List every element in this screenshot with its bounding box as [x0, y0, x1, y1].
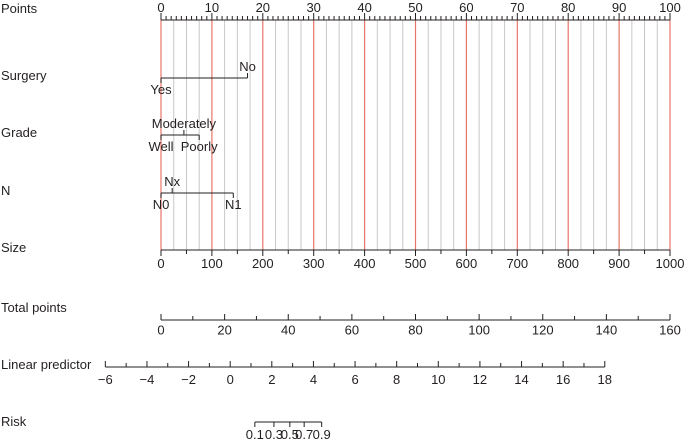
risk-tick-label: 0.9 — [313, 427, 331, 440]
linear-predictor-tick-label: 18 — [598, 372, 612, 387]
size-tick-label: 700 — [506, 256, 528, 271]
linear-predictor-tick-label: 4 — [310, 372, 317, 387]
total-points-row-label: Total points — [1, 300, 67, 315]
grade-level-label: Well — [148, 139, 173, 154]
surgery-row-label: Surgery — [1, 68, 47, 83]
n-level-label: N0 — [153, 197, 170, 212]
linear-predictor-tick-label: 8 — [393, 372, 400, 387]
n-level-label: Nx — [164, 174, 180, 189]
size-tick-label: 800 — [557, 256, 579, 271]
linear-predictor-tick-label: 0 — [227, 372, 234, 387]
risk-row-label: Risk — [1, 414, 27, 429]
linear-predictor-tick-label: −6 — [98, 372, 113, 387]
total-points-tick-label: 20 — [217, 323, 231, 338]
risk-tick-label: 0.3 — [265, 427, 283, 440]
surgery-level-label: Yes — [150, 82, 172, 97]
total-points-tick-label: 40 — [281, 323, 295, 338]
total-points-tick-label: 0 — [157, 323, 164, 338]
linear-predictor-tick-label: −2 — [181, 372, 196, 387]
size-tick-label: 1000 — [656, 256, 685, 271]
points-tick-label: 100 — [659, 0, 681, 15]
points-row-label: Points — [1, 1, 38, 16]
size-tick-label: 400 — [354, 256, 376, 271]
surgery-level-label: No — [239, 59, 256, 74]
risk-tick-label: 0.1 — [246, 427, 264, 440]
total-points-tick-label: 60 — [345, 323, 359, 338]
points-tick-label: 80 — [561, 0, 575, 15]
size-tick-label: 600 — [456, 256, 478, 271]
total-points-tick-label: 100 — [468, 323, 490, 338]
linear-predictor-tick-label: 16 — [556, 372, 570, 387]
linear-predictor-tick-label: 12 — [473, 372, 487, 387]
points-tick-label: 40 — [357, 0, 371, 15]
points-tick-label: 90 — [612, 0, 626, 15]
points-tick-label: 60 — [459, 0, 473, 15]
linear-predictor-tick-label: 14 — [514, 372, 528, 387]
n-level-label: N1 — [225, 197, 242, 212]
risk-tick-label: 0.5 — [281, 427, 299, 440]
total-points-tick-label: 80 — [408, 323, 422, 338]
size-row-label: Size — [1, 240, 26, 255]
size-tick-label: 300 — [303, 256, 325, 271]
linear-predictor-tick-label: 2 — [268, 372, 275, 387]
size-tick-label: 0 — [157, 256, 164, 271]
size-tick-label: 900 — [608, 256, 630, 271]
risk-tick-label: 0.7 — [295, 427, 313, 440]
linear-predictor-tick-label: −4 — [140, 372, 155, 387]
grade-level-label: Moderately — [152, 116, 217, 131]
linear-predictor-tick-label: 6 — [351, 372, 358, 387]
linear-predictor-tick-label: 10 — [431, 372, 445, 387]
points-tick-label: 50 — [408, 0, 422, 15]
total-points-tick-label: 160 — [659, 323, 681, 338]
points-tick-label: 70 — [510, 0, 524, 15]
points-tick-label: 0 — [157, 0, 164, 15]
linear-predictor-row-label: Linear predictor — [1, 357, 92, 372]
grade-level-label: Poorly — [181, 139, 218, 154]
total-points-tick-label: 140 — [596, 323, 618, 338]
points-tick-label: 30 — [306, 0, 320, 15]
size-tick-label: 200 — [252, 256, 274, 271]
points-tick-label: 20 — [256, 0, 270, 15]
n-row-label: N — [1, 183, 10, 198]
size-tick-label: 100 — [201, 256, 223, 271]
points-tick-label: 10 — [205, 0, 219, 15]
total-points-tick-label: 120 — [532, 323, 554, 338]
grade-row-label: Grade — [1, 125, 37, 140]
size-tick-label: 500 — [405, 256, 427, 271]
